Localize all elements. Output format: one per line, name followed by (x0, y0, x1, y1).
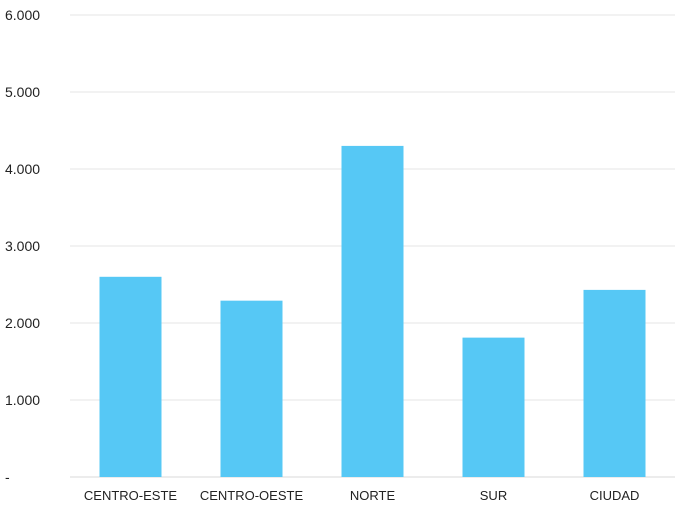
bar-norte (341, 145, 404, 477)
bar-sur (462, 337, 525, 477)
bar-centro-oeste (220, 300, 283, 477)
y-tick-label: - (5, 469, 10, 485)
y-tick-label: 2.000 (5, 315, 40, 331)
x-category-label: SUR (480, 488, 507, 503)
y-tick-label: 6.000 (5, 7, 40, 23)
y-tick-label: 3.000 (5, 238, 40, 254)
x-category-label: CENTRO-ESTE (84, 488, 178, 503)
x-category-label: NORTE (350, 488, 396, 503)
x-category-label: CIUDAD (590, 488, 640, 503)
x-category-label: CENTRO-OESTE (200, 488, 304, 503)
bar-centro-este (99, 276, 162, 477)
bar-ciudad (583, 289, 646, 477)
y-tick-label: 1.000 (5, 392, 40, 408)
y-tick-label: 4.000 (5, 161, 40, 177)
bars (99, 145, 646, 477)
x-axis-category-labels: CENTRO-ESTE CENTRO-OESTE NORTE SUR CIUDAD (84, 488, 640, 503)
y-axis-tick-labels: - 1.000 2.000 3.000 4.000 5.000 6.000 (5, 7, 40, 485)
y-tick-label: 5.000 (5, 84, 40, 100)
